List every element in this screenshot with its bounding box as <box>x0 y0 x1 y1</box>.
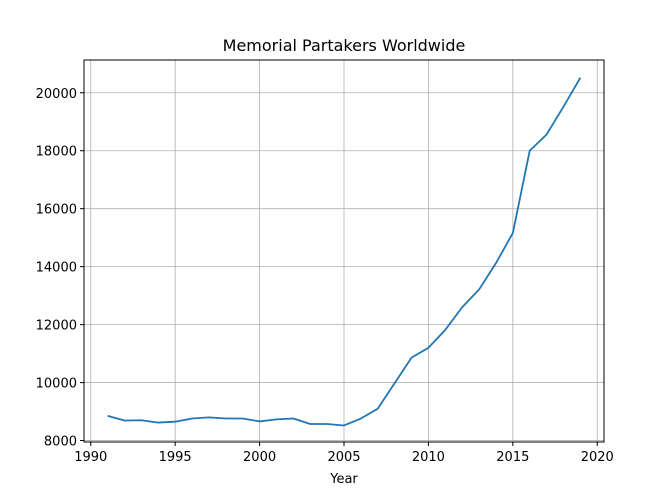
series-line <box>107 77 582 427</box>
x-tick-label: 2005 <box>327 450 360 465</box>
y-tick-label: 16000 <box>36 203 77 218</box>
y-tick-label: 20000 <box>36 87 77 102</box>
tick-layer: 1990 1995 2000 2005 2010 2015 2020 8000 10000 120… <box>36 87 614 465</box>
x-tick-label: 2000 <box>243 450 276 465</box>
x-axis-label: Year <box>329 472 358 487</box>
x-tick-label: 1995 <box>159 450 192 465</box>
chart-title: Memorial Partakers Worldwide <box>223 36 466 55</box>
grid-layer <box>84 60 604 442</box>
x-tick-label: 2015 <box>496 450 529 465</box>
x-tick-label: 2010 <box>412 450 445 465</box>
y-tick-label: 14000 <box>36 261 77 276</box>
y-tick-label: 10000 <box>36 377 77 392</box>
y-tick-label: 18000 <box>36 145 77 160</box>
y-tick-label: 8000 <box>44 435 77 450</box>
y-tick-label: 12000 <box>36 319 77 334</box>
series-layer <box>107 77 582 427</box>
x-tick-label: 2020 <box>581 450 614 465</box>
x-tick-label: 1990 <box>74 450 107 465</box>
